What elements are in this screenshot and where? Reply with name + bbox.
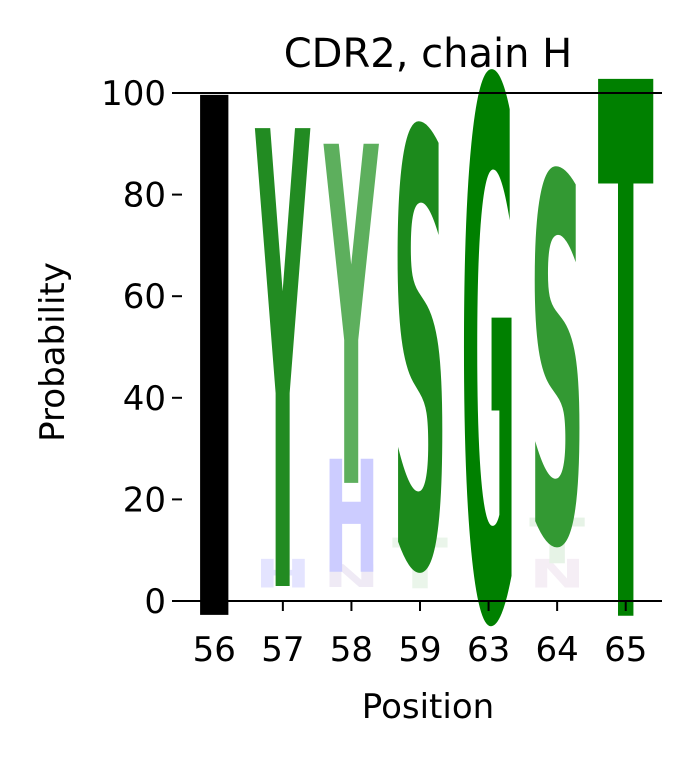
x-tick-label: 59 [398,630,441,670]
logo-letter-t: T [598,0,654,757]
logo-letter-n: N [323,559,379,595]
chart-title: CDR2, chain H [284,31,573,77]
y-tick-label: 40 [123,379,166,419]
logo-letter-n: N [529,551,585,596]
logo-letter-y: Y [254,5,310,735]
y-tick-label: 100 [101,74,166,114]
logo-letter-h: H [255,551,311,596]
y-axis-label: Probability [33,262,73,442]
x-tick-label: 56 [193,630,236,670]
y-tick-label: 20 [123,480,166,520]
y-tick-label: 0 [144,582,166,622]
logo-letter-s: S [392,12,448,706]
x-tick-label: 58 [330,630,373,670]
y-tick-label: 60 [123,277,166,317]
logo-letter-h: H [323,429,379,609]
logo-letter-t: T [392,524,448,606]
x-tick-label: 64 [536,630,579,670]
x-ticks: 56 57 58 59 63 64 65 [193,601,647,670]
y-tick-label: 80 [123,176,166,216]
plot-area: I HY NHY TS G NTS T [186,0,654,757]
logo-letter-i: I [186,0,242,757]
logo-letter-s: S [529,73,585,660]
logo-letter-y: Y [323,51,379,593]
logo-letter-g: G [461,0,517,757]
logo-letter-t: T [529,506,585,578]
x-tick-label: 65 [604,630,647,670]
x-tick-label: 63 [467,630,510,670]
x-tick-label: 57 [261,630,304,670]
x-axis-label: Position [362,687,494,727]
y-ticks: 0 20 40 60 80 100 [101,74,182,622]
